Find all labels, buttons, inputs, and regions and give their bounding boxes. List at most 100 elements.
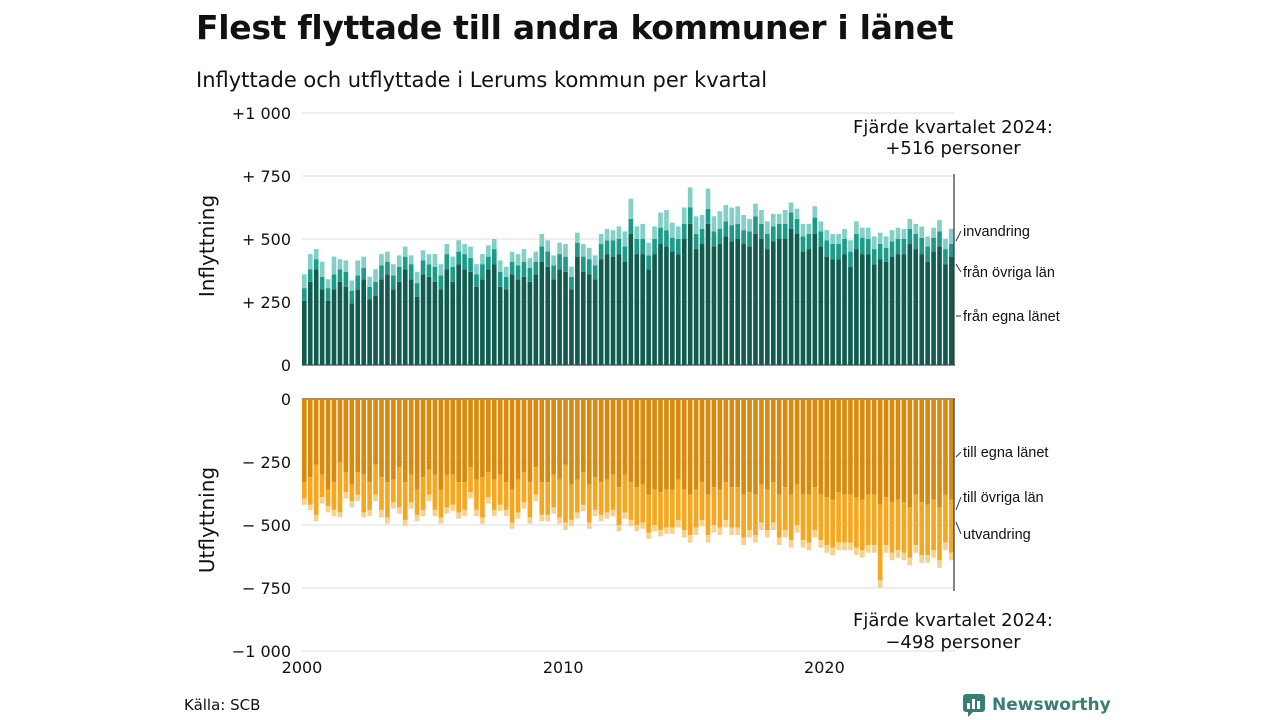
bar-in-invandring	[723, 204, 729, 222]
bar-out-utvandring	[818, 540, 824, 548]
x-tick-label: 2000	[282, 658, 323, 677]
bar-in-invandring	[782, 210, 788, 224]
bar-out-egna	[515, 399, 521, 480]
bar-out-egna	[628, 399, 634, 483]
bar-in-egna	[794, 233, 800, 365]
x-tick-label: 2020	[804, 658, 845, 677]
bar-out-ovriga	[408, 474, 414, 503]
bar-out-ovriga	[770, 482, 776, 523]
bar-out-ovriga	[622, 474, 628, 513]
bar-in-ovriga	[842, 239, 847, 255]
series-label-in: från övriga län	[963, 265, 1055, 281]
bar-out-ovriga	[705, 494, 711, 536]
bar-in-ovriga	[806, 233, 812, 250]
bar-out-ovriga	[824, 497, 830, 546]
bar-in-invandring	[759, 210, 764, 224]
bar-in-invandring	[503, 266, 509, 277]
bar-in-egna	[474, 286, 479, 365]
bar-out-ovriga	[717, 489, 723, 528]
bar-in-invandring	[456, 240, 461, 252]
bar-out-utvandring	[539, 514, 545, 522]
bar-in-invandring	[497, 260, 503, 272]
bar-out-ovriga	[349, 484, 355, 502]
bar-in-invandring	[325, 279, 331, 289]
brand-name: Newsworthy	[992, 695, 1111, 715]
bar-in-invandring	[355, 260, 361, 276]
bar-in-egna	[776, 239, 782, 365]
bar-out-utvandring	[575, 512, 580, 519]
bar-in-egna	[640, 254, 646, 365]
bar-in-egna	[408, 279, 414, 365]
bar-in-ovriga	[907, 228, 913, 245]
bar-out-egna	[325, 399, 331, 490]
brand-logo: Newsworthy	[962, 693, 1111, 717]
bar-out-egna	[616, 399, 622, 488]
bar-out-utvandring	[842, 542, 847, 551]
bar-out-ovriga	[907, 507, 913, 558]
bar-in-invandring	[420, 250, 426, 261]
bar-out-ovriga	[331, 482, 337, 510]
bar-out-utvandring	[925, 555, 930, 563]
series-label-out: till övriga län	[963, 490, 1044, 506]
y-tick-label-out: − 750	[242, 579, 291, 598]
bar-out-ovriga	[497, 474, 503, 505]
bar-in-ovriga	[438, 275, 444, 290]
bar-in-ovriga	[414, 283, 420, 297]
series-leader-in	[955, 263, 962, 273]
bar-out-ovriga	[355, 472, 361, 495]
bar-in-egna	[818, 246, 824, 365]
bar-in-ovriga	[830, 244, 835, 260]
bar-out-egna	[432, 399, 438, 475]
bar-in-ovriga	[634, 239, 640, 255]
bar-out-utvandring	[302, 498, 307, 505]
bar-in-ovriga	[699, 228, 705, 245]
bar-out-utvandring	[664, 527, 669, 534]
bar-in-invandring	[931, 227, 936, 238]
bar-in-egna	[675, 254, 681, 365]
bar-in-ovriga	[711, 231, 717, 247]
bar-out-utvandring	[337, 512, 343, 518]
bar-out-ovriga	[842, 494, 847, 543]
bar-out-egna	[812, 399, 818, 488]
bar-in-invandring	[658, 212, 663, 228]
bar-in-egna	[402, 269, 408, 365]
bar-out-egna	[860, 399, 865, 500]
bar-out-ovriga	[735, 487, 740, 528]
bar-out-egna	[367, 399, 372, 483]
bar-in-egna	[527, 281, 533, 365]
bar-in-ovriga	[681, 223, 687, 239]
bar-in-egna	[450, 281, 456, 365]
bar-out-ovriga	[491, 479, 497, 510]
bar-out-utvandring	[503, 509, 509, 517]
bar-in-ovriga	[349, 290, 355, 304]
bar-out-egna	[569, 399, 574, 485]
bar-out-utvandring	[646, 532, 651, 539]
bar-out-ovriga	[640, 484, 646, 523]
bar-in-invandring	[307, 254, 313, 270]
bar-out-ovriga	[361, 474, 366, 513]
bar-out-utvandring	[462, 509, 467, 517]
bar-in-invandring	[907, 218, 913, 229]
bar-out-egna	[575, 399, 580, 480]
bar-out-egna	[373, 399, 378, 465]
bar-out-ovriga	[509, 489, 515, 523]
bar-in-egna	[931, 251, 936, 365]
bar-out-ovriga	[563, 464, 568, 523]
bar-out-egna	[925, 399, 930, 505]
bar-out-egna	[658, 399, 663, 493]
bar-out-ovriga	[937, 507, 942, 561]
bar-in-egna	[782, 239, 788, 365]
bar-in-invandring	[794, 208, 800, 219]
bar-in-invandring	[765, 221, 770, 234]
bar-in-ovriga	[770, 226, 776, 242]
bar-out-ovriga	[800, 494, 806, 541]
bar-in-ovriga	[521, 261, 527, 277]
bar-out-ovriga	[325, 489, 331, 507]
bar-out-egna	[824, 399, 830, 498]
bar-out-ovriga	[521, 472, 527, 503]
source-note: Källa: SCB	[184, 696, 261, 714]
bar-in-egna	[753, 233, 758, 365]
bar-in-invandring	[640, 223, 646, 239]
bar-in-egna	[545, 266, 551, 365]
bar-out-ovriga	[367, 482, 372, 510]
